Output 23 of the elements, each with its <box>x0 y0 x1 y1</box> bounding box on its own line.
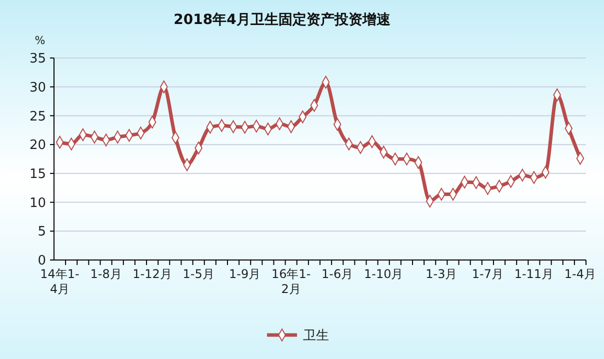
legend-label: 卫生 <box>303 328 329 344</box>
x-tick-label: 1-11月 <box>514 267 554 281</box>
y-tick-label: 15 <box>29 166 46 182</box>
x-tick-label: 1-9月 <box>229 267 261 281</box>
x-tick-label: 1-3月 <box>426 267 458 281</box>
x-tick-label: 14年1-4月 <box>40 267 80 296</box>
y-tick-label: 10 <box>29 196 46 211</box>
x-tick-label: 1-5月 <box>182 267 214 281</box>
x-tick-label: 1-7月 <box>472 267 504 281</box>
x-tick-label: 1-12月 <box>132 267 172 281</box>
y-tick-label: 5 <box>38 224 46 240</box>
x-tick-label: 1-10月 <box>364 267 404 281</box>
y-axis-title: % <box>34 34 46 47</box>
y-tick-label: 35 <box>29 52 46 67</box>
y-tick-label: 30 <box>29 80 46 96</box>
x-tick-label: 1-6月 <box>322 267 354 281</box>
x-tick-label: 16年1-2月 <box>271 267 311 296</box>
y-tick-label: 0 <box>38 254 46 269</box>
y-tick-label: 25 <box>29 109 46 124</box>
x-tick-label: 1-8月 <box>90 267 122 281</box>
x-tick-label: 1-4月 <box>564 267 596 281</box>
y-tick-label: 20 <box>29 138 46 154</box>
chart-title: 2018年4月卫生固定资产投资增速 <box>174 11 392 28</box>
